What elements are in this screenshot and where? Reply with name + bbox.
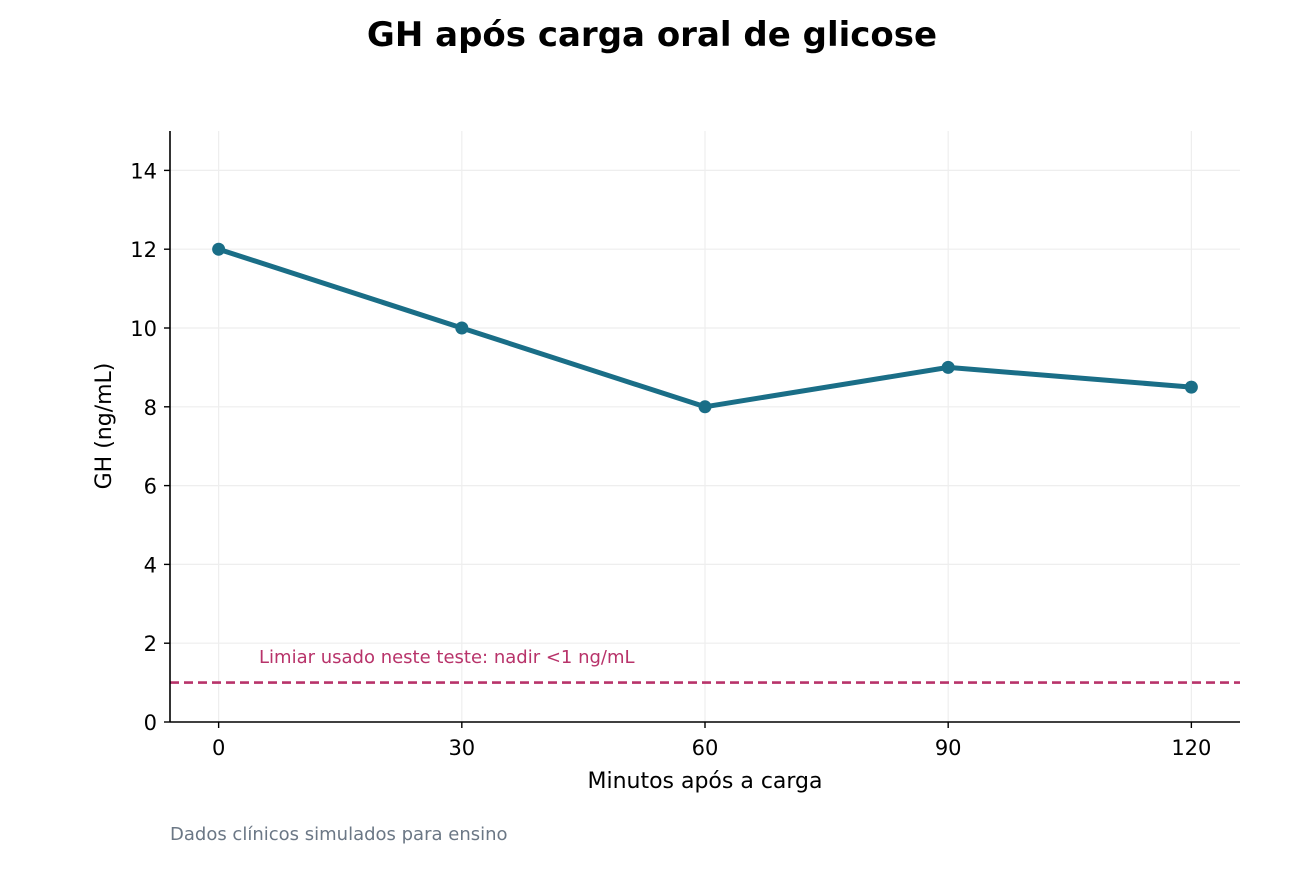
x-tick-label: 0 — [212, 736, 225, 760]
data-point — [698, 400, 712, 414]
y-tick-label: 10 — [130, 317, 157, 341]
series-layer — [212, 242, 1198, 414]
grid-layer — [170, 131, 1240, 722]
data-point — [212, 242, 226, 256]
x-axis-label: Minutos após a carga — [587, 769, 822, 794]
x-tick-label: 30 — [448, 736, 475, 760]
ticks-layer: 0 2 4 6 8 10 12 14 0 30 60 90 120 — [130, 159, 1211, 760]
chart-title: GH após carga oral de glicose — [367, 15, 937, 55]
x-tick-label: 60 — [692, 736, 719, 760]
data-point — [941, 360, 955, 374]
y-tick-label: 14 — [130, 159, 157, 183]
x-tick-label: 120 — [1171, 736, 1211, 760]
y-tick-label: 8 — [144, 396, 157, 420]
data-point — [1184, 380, 1198, 394]
y-tick-label: 6 — [144, 475, 157, 499]
y-tick-label: 4 — [144, 553, 157, 577]
x-tick-label: 90 — [935, 736, 962, 760]
threshold-annotation: Limiar usado neste teste: nadir <1 ng/mL — [259, 647, 635, 668]
y-tick-label: 0 — [144, 711, 157, 735]
y-tick-label: 2 — [144, 632, 157, 656]
footnote: Dados clínicos simulados para ensino — [170, 824, 508, 845]
y-tick-label: 12 — [130, 238, 157, 262]
y-axis-label: GH (ng/mL) — [92, 363, 117, 490]
data-point — [455, 321, 469, 335]
